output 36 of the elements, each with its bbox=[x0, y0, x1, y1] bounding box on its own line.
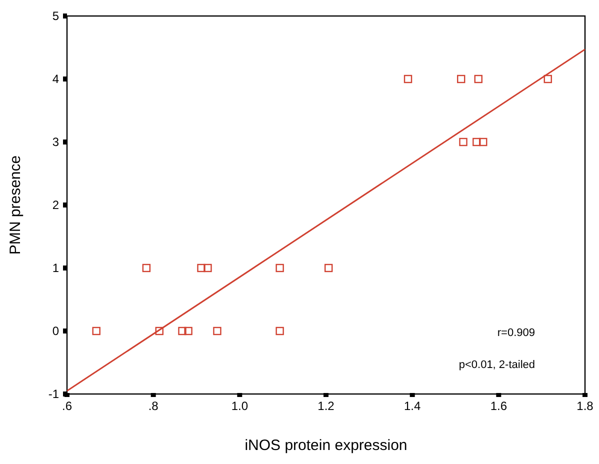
point bbox=[544, 74, 552, 84]
point bbox=[178, 326, 186, 336]
y-tick-label: 4 bbox=[52, 72, 60, 86]
x-tick-label: 1.8 bbox=[576, 399, 594, 413]
x-tick-label: .6 bbox=[62, 399, 72, 413]
annotation: r=0.909 bbox=[497, 327, 535, 339]
point bbox=[472, 138, 481, 146]
point bbox=[92, 326, 100, 336]
y-tick-label: -1 bbox=[48, 387, 60, 401]
x-axis-title: iNOS protein expression bbox=[244, 437, 408, 454]
point bbox=[324, 264, 333, 272]
point bbox=[474, 74, 482, 84]
x-tick-label: 1.0 bbox=[231, 399, 248, 413]
point bbox=[155, 326, 164, 336]
point bbox=[276, 264, 284, 272]
y-tick-label: 1 bbox=[52, 261, 60, 275]
point bbox=[404, 74, 412, 84]
y-tick-label: 5 bbox=[52, 9, 60, 23]
y-tick-label: 3 bbox=[52, 135, 60, 149]
annotation: p<0.01, 2-tailed bbox=[458, 359, 535, 371]
point bbox=[457, 74, 466, 84]
y-tick-label: 2 bbox=[52, 198, 60, 212]
point bbox=[479, 138, 488, 146]
x-tick-label: 1.2 bbox=[318, 399, 335, 413]
point bbox=[197, 264, 206, 272]
point bbox=[204, 264, 212, 272]
x-tick-label: 1.6 bbox=[490, 399, 508, 413]
point bbox=[142, 264, 151, 272]
point bbox=[184, 326, 192, 336]
point bbox=[276, 326, 284, 336]
point bbox=[213, 326, 222, 336]
y-axis-title: PMN presence bbox=[7, 155, 24, 255]
point bbox=[459, 138, 468, 146]
y-tick-label: 0 bbox=[52, 324, 60, 338]
x-tick-label: 1.4 bbox=[404, 399, 421, 413]
x-tick-label: .8 bbox=[148, 399, 159, 413]
